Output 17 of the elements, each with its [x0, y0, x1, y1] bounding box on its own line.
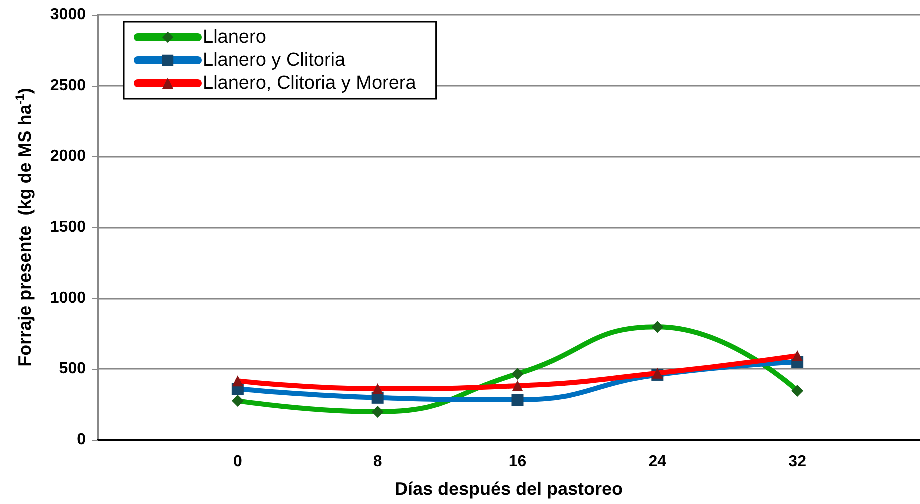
legend-label: Llanero y Clitoria — [203, 50, 346, 71]
x-tick-label: 16 — [508, 454, 527, 470]
y-tick-label: 2000 — [50, 148, 86, 166]
y-tick-label: 3000 — [50, 6, 86, 24]
x-tick-label: 0 — [233, 454, 242, 470]
y-tick-label: 500 — [59, 360, 86, 378]
y-tick-label: 2500 — [50, 77, 86, 94]
legend-label: Llanero, Clitoria y Morera — [203, 73, 417, 94]
x-axis-title: Días después del pastoreo — [394, 479, 624, 499]
y-tick-label: 1500 — [50, 219, 86, 236]
x-tick-label: 24 — [648, 454, 667, 470]
y-tick-label: 1000 — [50, 290, 86, 307]
x-tick-label: 32 — [788, 454, 807, 470]
y-tick-label: 0 — [77, 432, 86, 448]
legend-label: Llanero — [203, 27, 266, 48]
x-tick-label: 8 — [373, 454, 382, 470]
y-axis-title: Forraje presente (kg de MS ha-1) — [13, 88, 35, 367]
